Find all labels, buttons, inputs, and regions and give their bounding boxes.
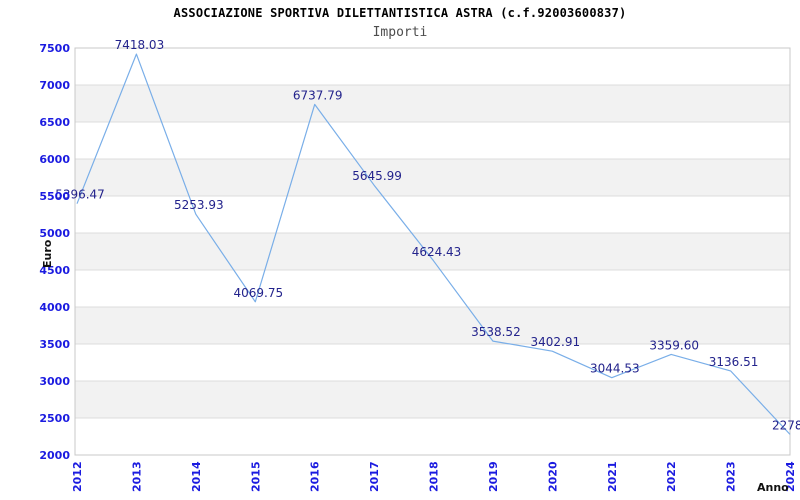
series-line (76, 53, 791, 435)
y-tick-label: 5500 (39, 190, 70, 203)
y-tick-label: 2000 (39, 449, 70, 462)
x-tick-label: 2024 (784, 461, 797, 492)
data-point-label: 5645.99 (352, 169, 402, 183)
chart-title: ASSOCIAZIONE SPORTIVA DILETTANTISTICA AS… (173, 6, 627, 20)
data-point-label: 3402.91 (530, 335, 580, 349)
y-tick-label: 6000 (39, 153, 70, 166)
x-tick-label: 2020 (546, 461, 559, 492)
data-point-label: 4624.43 (412, 245, 462, 259)
x-tick-label: 2013 (130, 461, 143, 492)
y-tick-label: 3500 (39, 338, 70, 351)
x-tick-label: 2014 (190, 461, 203, 492)
x-tick-label: 2017 (368, 461, 381, 492)
y-tick-label: 7500 (39, 42, 70, 55)
band-row (75, 381, 790, 418)
data-point-label: 6737.79 (293, 88, 343, 102)
band-row (75, 233, 790, 270)
x-tick-label: 2016 (309, 461, 322, 492)
data-point-label: 4069.75 (233, 286, 283, 300)
x-tick-label: 2023 (725, 461, 738, 492)
x-tick-label: 2021 (606, 461, 619, 492)
plot-frame (74, 47, 791, 456)
x-tick-label: 2015 (249, 461, 262, 492)
x-tick-label: 2012 (71, 461, 84, 492)
data-point-label: 3136.51 (709, 355, 759, 369)
x-tick-label: 2022 (665, 461, 678, 492)
y-tick-label: 7000 (39, 79, 70, 92)
y-tick-label: 3000 (39, 375, 70, 388)
band-row (75, 159, 790, 196)
chart-subtitle: Importi (372, 25, 428, 40)
data-point-label: 3359.60 (649, 338, 699, 352)
data-point-label: 5253.93 (174, 198, 224, 212)
band-row (75, 307, 790, 344)
x-axis-title: Anno (757, 481, 789, 494)
data-point-label: 2278.4 (772, 418, 800, 432)
data-point-label: 5396.47 (55, 188, 105, 202)
y-tick-label: 4500 (39, 264, 70, 277)
y-tick-label: 6500 (39, 116, 70, 129)
band-row (75, 85, 790, 122)
data-point-label: 3044.53 (590, 362, 640, 376)
data-point-label: 3538.52 (471, 325, 521, 339)
data-point-label: 7418.03 (115, 38, 165, 52)
y-tick-label: 2500 (39, 412, 70, 425)
y-tick-label: 4000 (39, 301, 70, 314)
x-tick-label: 2019 (487, 461, 500, 492)
y-tick-label: 5000 (39, 227, 70, 240)
x-tick-label: 2018 (428, 461, 441, 492)
y-axis-title: Euro (41, 239, 54, 268)
